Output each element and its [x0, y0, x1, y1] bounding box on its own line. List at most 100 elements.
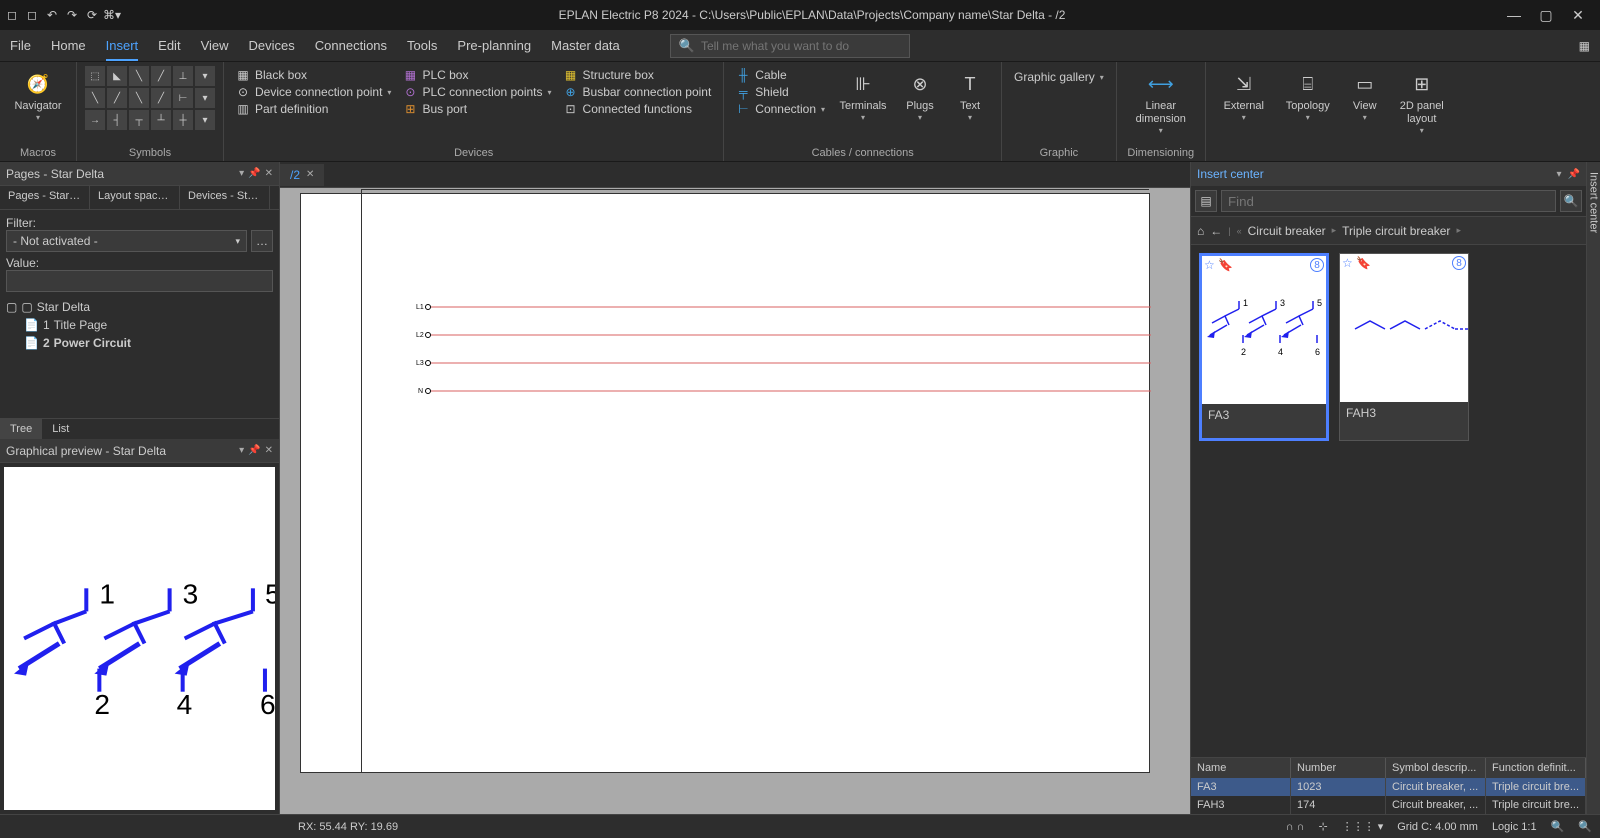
menu-home[interactable]: Home	[51, 38, 86, 53]
symbol-card-fah3[interactable]: ☆ 🔖8 FAH3	[1339, 253, 1469, 441]
canvas-viewport[interactable]: L1 L2 L3 N	[280, 188, 1190, 814]
filter-icon[interactable]: ▤	[1195, 190, 1217, 212]
symbol-btn[interactable]: ⊢	[173, 88, 193, 108]
plc-conn-points-button[interactable]: ⊙PLC connection points	[403, 85, 551, 99]
menu-insert[interactable]: Insert	[106, 38, 139, 61]
graphic-gallery-button[interactable]: Graphic gallery	[1010, 66, 1108, 88]
symbol-card-fa3[interactable]: ☆ 🔖8 135 246 FA3	[1199, 253, 1329, 441]
panel-pin-icon[interactable]: 📌	[1568, 169, 1580, 180]
filter-options-button[interactable]: …	[251, 230, 273, 252]
plc-box-button[interactable]: ▦PLC box	[403, 68, 551, 82]
symbol-btn[interactable]: ╱	[151, 66, 171, 86]
panel-dropdown-icon[interactable]: ▾	[1557, 169, 1562, 180]
panel-close-icon[interactable]: ✕	[265, 445, 273, 456]
menu-connections[interactable]: Connections	[315, 38, 387, 53]
snap-icon[interactable]: ∩ ∩	[1286, 821, 1305, 833]
plugs-button[interactable]: ⊗ Plugs ▾	[897, 66, 943, 126]
close-icon[interactable]: ✕	[1568, 7, 1588, 24]
grid-dots-icon[interactable]: ⋮⋮⋮ ▾	[1342, 820, 1384, 833]
panel-dropdown-icon[interactable]: ▾	[239, 445, 244, 456]
symbol-btn[interactable]: ▾	[195, 88, 215, 108]
symbol-btn[interactable]: ╲	[129, 66, 149, 86]
symbol-btn[interactable]: ⊥	[173, 66, 193, 86]
symbol-btn[interactable]: ◣	[107, 66, 127, 86]
tab-pages[interactable]: Pages - Star D...	[0, 186, 90, 209]
table-row[interactable]: FAH3 174 Circuit breaker, ... Triple cir…	[1191, 796, 1586, 814]
tab-list[interactable]: List	[42, 419, 79, 439]
panel-dropdown-icon[interactable]: ▾	[239, 168, 244, 179]
tree-project[interactable]: ▢ ▢ Star Delta	[6, 298, 273, 316]
panel-layout-button[interactable]: ⊞2D panel layout▾	[1392, 66, 1452, 139]
tab-close-icon[interactable]: ✕	[306, 169, 314, 180]
structure-box-button[interactable]: ▦Structure box	[564, 68, 712, 82]
symbol-btn[interactable]: →	[85, 110, 105, 130]
menu-edit[interactable]: Edit	[158, 38, 180, 53]
cable-button[interactable]: ╫Cable	[736, 68, 825, 82]
table-row[interactable]: FA3 1023 Circuit breaker, ... Triple cir…	[1191, 778, 1586, 796]
tree-page-2[interactable]: 📄 2 Power Circuit	[24, 334, 273, 352]
text-button[interactable]: T Text ▾	[947, 66, 993, 126]
navigator-button[interactable]: 🧭 Navigator ▾	[8, 66, 68, 126]
redo-icon[interactable]: ↷	[64, 7, 80, 23]
maximize-icon[interactable]: ▢	[1536, 7, 1556, 24]
connected-functions-button[interactable]: ⊡Connected functions	[564, 102, 712, 116]
tell-me-search[interactable]: 🔍	[670, 34, 910, 58]
minimize-icon[interactable]: —	[1504, 7, 1524, 24]
menu-file[interactable]: File	[10, 38, 31, 53]
canvas-tab-active[interactable]: /2 ✕	[280, 164, 324, 186]
tab-layout[interactable]: Layout space -...	[90, 186, 180, 209]
back-icon[interactable]: ←	[1210, 224, 1222, 238]
menu-preplanning[interactable]: Pre-planning	[457, 38, 531, 53]
symbol-btn[interactable]: ┬	[129, 110, 149, 130]
refresh-icon[interactable]: ⟳	[84, 7, 100, 23]
zoom-in-icon[interactable]: 🔍	[1578, 820, 1592, 833]
connection-button[interactable]: ⊢Connection	[736, 102, 825, 116]
topology-button[interactable]: ⌸Topology▾	[1278, 66, 1338, 126]
tree-page-1[interactable]: 📄 1 Title Page	[24, 316, 273, 334]
symbol-btn[interactable]: ┤	[107, 110, 127, 130]
breadcrumb-item[interactable]: Circuit breaker	[1248, 224, 1326, 238]
terminals-button[interactable]: ⊪ Terminals ▾	[833, 66, 893, 126]
panel-pin-icon[interactable]: 📌	[248, 445, 260, 456]
bus-port-button[interactable]: ⊞Bus port	[403, 102, 551, 116]
tab-devices[interactable]: Devices - Star ...	[180, 186, 270, 209]
menu-devices[interactable]: Devices	[249, 38, 295, 53]
device-conn-point-button[interactable]: ⊙Device connection point	[236, 85, 391, 99]
symbol-btn[interactable]: ▾	[195, 66, 215, 86]
symbol-btn[interactable]: ⬚	[85, 66, 105, 86]
symbol-btn[interactable]: ┼	[173, 110, 193, 130]
linear-dimension-button[interactable]: ⟷ Linear dimension ▾	[1125, 66, 1197, 139]
tab-tree[interactable]: Tree	[0, 419, 42, 439]
menu-masterdata[interactable]: Master data	[551, 38, 620, 53]
home-icon[interactable]: ⌂	[1197, 224, 1204, 238]
ribbon-options-icon[interactable]: ▦	[1579, 39, 1590, 53]
symbol-btn[interactable]: ╱	[151, 88, 171, 108]
undo-icon[interactable]: ↶	[44, 7, 60, 23]
black-box-button[interactable]: ▦Black box	[236, 68, 391, 82]
external-button[interactable]: ⇲External▾	[1214, 66, 1274, 126]
symbol-btn[interactable]: ┴	[151, 110, 171, 130]
menu-tools[interactable]: Tools	[407, 38, 437, 53]
new-icon[interactable]: ◻	[4, 7, 20, 23]
symbol-btn[interactable]: ╲	[85, 88, 105, 108]
grid-toggle-icon[interactable]: ⊹	[1318, 820, 1327, 833]
busbar-conn-button[interactable]: ⊕Busbar connection point	[564, 85, 712, 99]
script-icon[interactable]: ⌘▾	[104, 7, 120, 23]
panel-close-icon[interactable]: ✕	[265, 168, 273, 179]
view-button[interactable]: ▭View▾	[1342, 66, 1388, 126]
symbol-btn[interactable]: ╱	[107, 88, 127, 108]
find-input[interactable]	[1221, 190, 1556, 212]
panel-pin-icon[interactable]: 📌	[248, 168, 260, 179]
part-definition-button[interactable]: ▥Part definition	[236, 102, 391, 116]
search-icon[interactable]: 🔍	[1560, 190, 1582, 212]
zoom-out-icon[interactable]: 🔍	[1551, 820, 1565, 833]
symbol-btn[interactable]: ▾	[195, 110, 215, 130]
shield-button[interactable]: ╤Shield	[736, 85, 825, 99]
side-tab[interactable]: Insert center	[1586, 162, 1600, 814]
search-input[interactable]	[701, 39, 901, 53]
symbol-btn[interactable]: ╲	[129, 88, 149, 108]
menu-view[interactable]: View	[201, 38, 229, 53]
filter-select[interactable]: - Not activated - ▾	[6, 230, 247, 252]
breadcrumb-item[interactable]: Triple circuit breaker	[1342, 224, 1450, 238]
value-input[interactable]	[6, 270, 273, 292]
